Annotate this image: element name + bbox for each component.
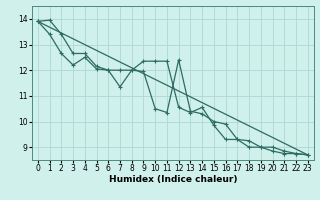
X-axis label: Humidex (Indice chaleur): Humidex (Indice chaleur): [108, 175, 237, 184]
